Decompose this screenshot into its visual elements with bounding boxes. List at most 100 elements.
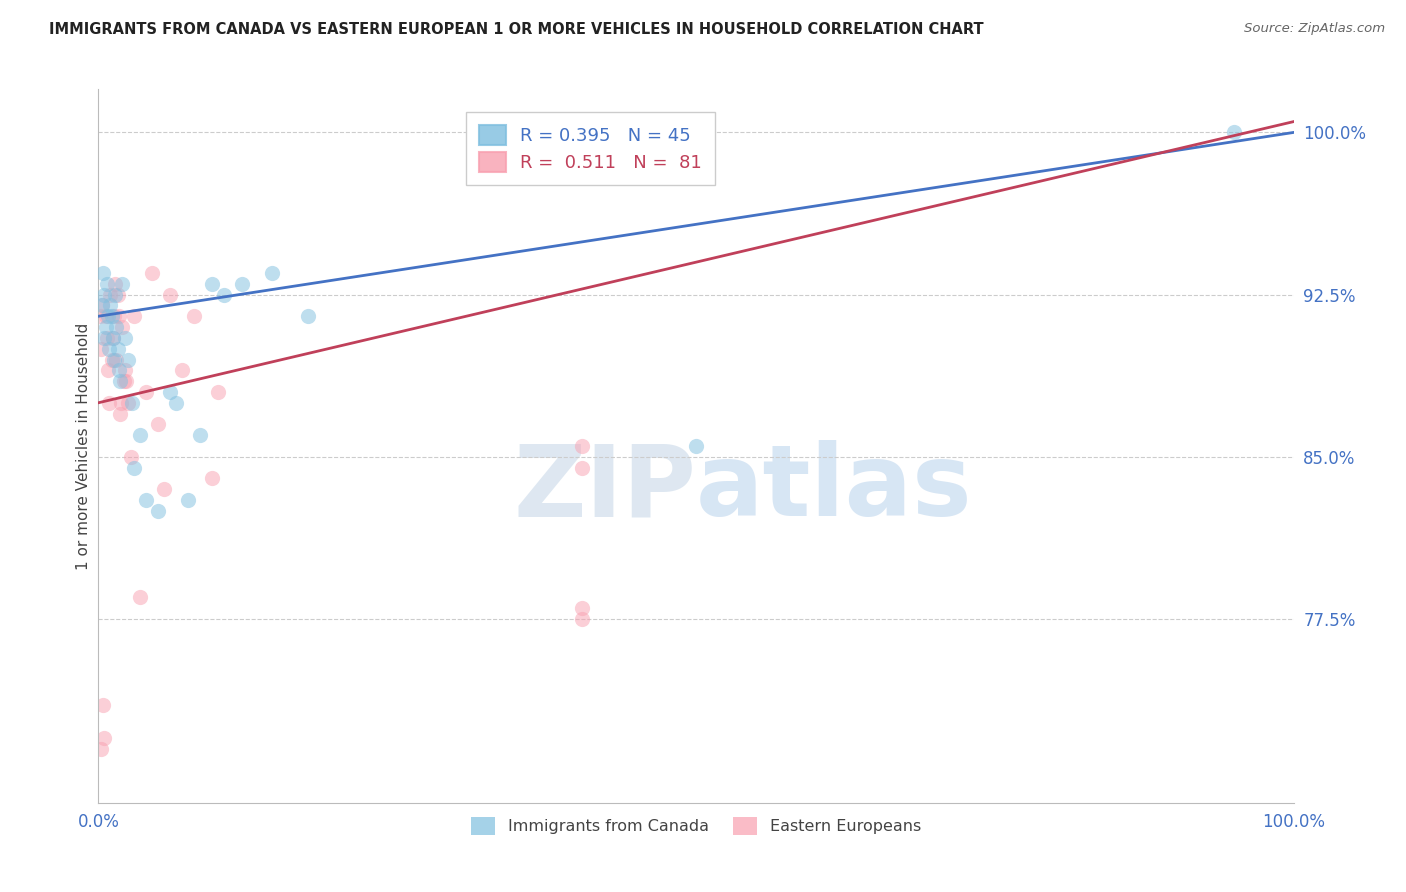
Point (107, 310, 129, 324)
Point (105, 320, 128, 334)
Point (129, 428, 152, 442)
Point (117, 396, 139, 410)
Point (207, 384, 229, 399)
Point (571, 132, 593, 146)
Point (107, 363, 129, 377)
Point (107, 342, 129, 356)
Point (120, 450, 142, 464)
Point (571, 132, 593, 146)
Point (124, 460, 146, 475)
Point (110, 396, 132, 410)
Point (105, 352, 128, 367)
Point (571, 132, 593, 146)
Point (571, 132, 593, 146)
Point (571, 132, 593, 146)
Point (107, 287, 129, 301)
Point (571, 132, 593, 146)
Point (114, 363, 136, 377)
Text: Source: ZipAtlas.com: Source: ZipAtlas.com (1244, 22, 1385, 36)
Point (91, 298, 114, 312)
Point (172, 363, 194, 377)
Point (571, 132, 593, 146)
Point (571, 132, 593, 146)
Point (212, 287, 235, 301)
Point (93, 331, 115, 345)
Point (165, 396, 187, 410)
Point (111, 277, 134, 291)
Point (571, 132, 593, 146)
Point (148, 504, 170, 518)
Legend: Immigrants from Canada, Eastern Europeans: Immigrants from Canada, Eastern European… (465, 811, 927, 841)
Point (571, 132, 593, 146)
Point (98, 396, 121, 410)
Point (201, 471, 224, 485)
Point (571, 132, 593, 146)
Point (96, 277, 118, 291)
Point (571, 132, 593, 146)
Point (571, 132, 593, 146)
Point (571, 132, 593, 146)
Point (108, 407, 131, 421)
Point (104, 287, 127, 301)
Text: atlas: atlas (696, 441, 973, 537)
Point (129, 591, 152, 605)
Point (93, 287, 115, 301)
Point (571, 132, 593, 146)
Point (571, 132, 593, 146)
Point (91, 266, 114, 280)
Point (124, 310, 146, 324)
Point (111, 320, 134, 334)
Point (148, 417, 170, 432)
Point (1223, 125, 1246, 139)
Point (188, 428, 211, 442)
Point (571, 132, 593, 146)
Point (231, 277, 253, 291)
Point (260, 266, 283, 280)
Point (117, 352, 139, 367)
Point (108, 374, 131, 388)
Point (159, 384, 181, 399)
Point (97, 310, 120, 324)
Point (115, 374, 138, 388)
Point (114, 331, 136, 345)
Point (141, 266, 163, 280)
Point (98, 287, 122, 301)
Point (571, 132, 593, 146)
Point (90, 342, 112, 356)
Point (100, 352, 122, 367)
Point (571, 132, 593, 146)
Point (571, 132, 593, 146)
Point (571, 132, 593, 146)
Point (571, 460, 593, 475)
Point (96, 331, 118, 345)
Point (571, 612, 593, 626)
Point (135, 493, 157, 508)
Point (571, 132, 593, 146)
Point (93, 731, 115, 745)
Point (112, 374, 135, 388)
Point (94, 320, 117, 334)
Point (571, 132, 593, 146)
Point (571, 132, 593, 146)
Point (571, 132, 593, 146)
Point (101, 331, 124, 345)
Point (571, 132, 593, 146)
Point (571, 132, 593, 146)
Point (571, 132, 593, 146)
Point (91, 698, 114, 713)
Point (183, 310, 205, 324)
Point (571, 132, 593, 146)
Point (104, 277, 127, 291)
Y-axis label: 1 or more Vehicles in Household: 1 or more Vehicles in Household (76, 322, 91, 570)
Point (153, 482, 176, 496)
Point (94, 310, 117, 324)
Point (571, 132, 593, 146)
Point (91, 298, 114, 312)
Point (571, 132, 593, 146)
Point (571, 132, 593, 146)
Point (297, 310, 319, 324)
Point (685, 439, 707, 453)
Point (571, 132, 593, 146)
Point (101, 331, 124, 345)
Point (98, 342, 121, 356)
